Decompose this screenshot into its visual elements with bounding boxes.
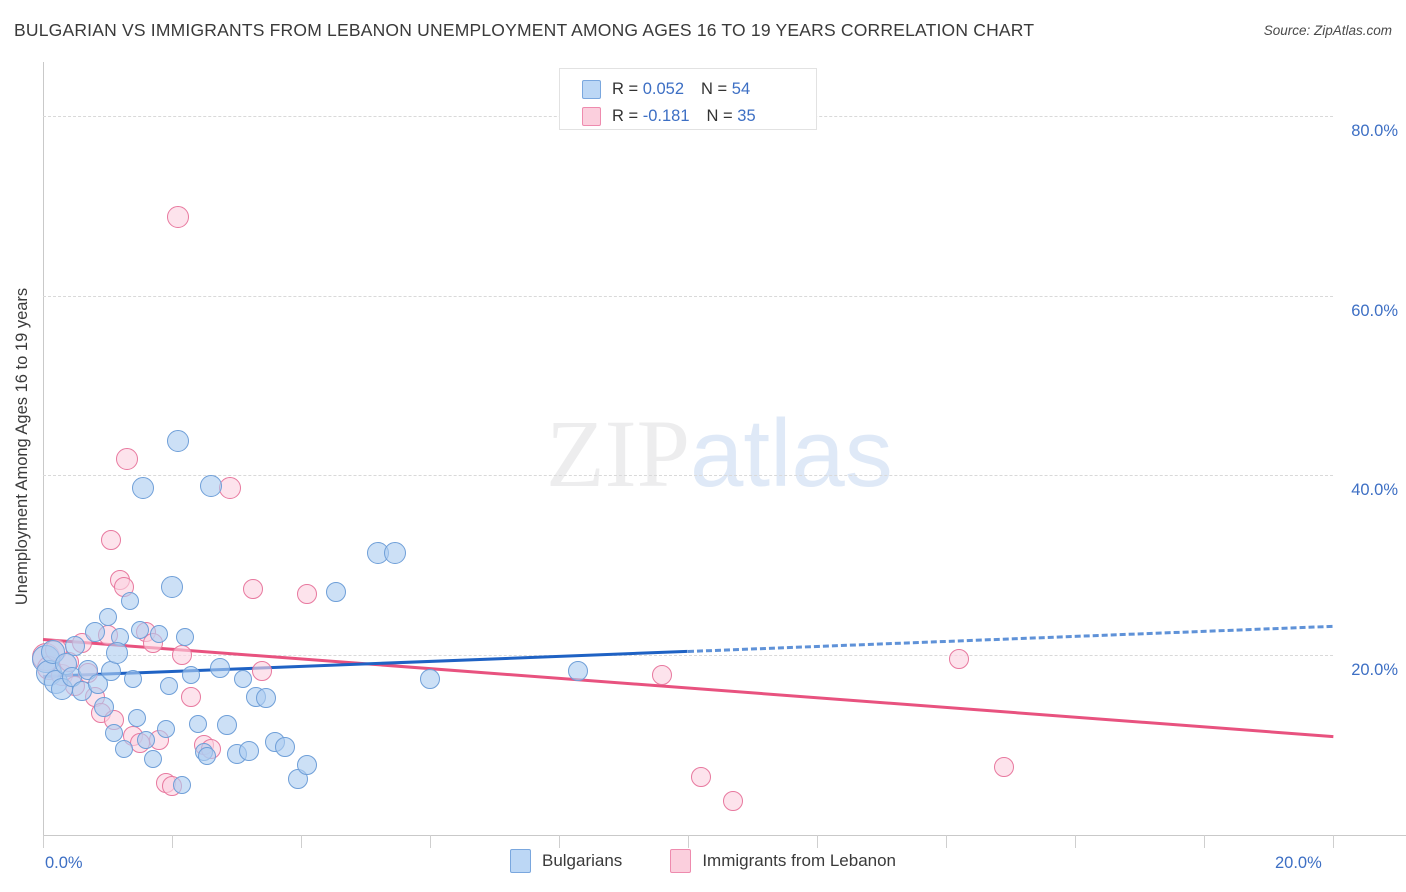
y-axis-title-text: Unemployment Among Ages 16 to 19 years xyxy=(13,287,32,605)
legend-item-lebanon[interactable]: Immigrants from Lebanon xyxy=(670,849,896,873)
x-axis-tick xyxy=(1075,835,1076,848)
data-point-bulgarians[interactable] xyxy=(106,642,129,665)
x-axis-tick xyxy=(817,835,818,848)
data-point-lebanon[interactable] xyxy=(690,767,711,788)
data-point-bulgarians[interactable] xyxy=(182,666,201,684)
legend-color-box-bulgarians xyxy=(509,849,531,873)
data-point-bulgarians[interactable] xyxy=(568,661,589,682)
data-point-bulgarians[interactable] xyxy=(274,736,295,757)
data-point-bulgarians[interactable] xyxy=(172,775,191,794)
data-point-bulgarians[interactable] xyxy=(94,697,115,718)
data-point-lebanon[interactable] xyxy=(167,205,190,228)
data-point-lebanon[interactable] xyxy=(181,686,202,707)
n-value-bulgarians: 54 xyxy=(731,80,751,98)
data-point-bulgarians[interactable] xyxy=(65,636,86,657)
data-point-lebanon[interactable] xyxy=(100,530,121,551)
data-point-bulgarians[interactable] xyxy=(100,661,121,682)
r-value-lebanon: -0.181 xyxy=(642,107,690,125)
data-point-bulgarians[interactable] xyxy=(210,657,231,678)
x-axis-tick xyxy=(43,835,44,848)
stats-text-lebanon: R = -0.181 N = 35 xyxy=(612,107,756,125)
data-point-bulgarians[interactable] xyxy=(161,575,183,598)
source-attribution: Source: ZipAtlas.com xyxy=(1263,23,1392,38)
trendline-bulgarians-extrapolated xyxy=(687,624,1334,654)
y-axis-tick-label: 40.0% xyxy=(1351,481,1398,500)
data-point-bulgarians[interactable] xyxy=(130,621,149,640)
data-point-bulgarians[interactable] xyxy=(188,714,207,733)
data-point-bulgarians[interactable] xyxy=(255,688,276,709)
n-value-lebanon: 35 xyxy=(737,107,756,125)
data-point-bulgarians[interactable] xyxy=(420,668,440,689)
series-legend: Bulgarians Immigrants from Lebanon xyxy=(0,849,1406,873)
data-point-bulgarians[interactable] xyxy=(156,719,175,738)
data-point-bulgarians[interactable] xyxy=(131,477,154,500)
data-point-lebanon[interactable] xyxy=(994,756,1015,777)
data-point-bulgarians[interactable] xyxy=(87,673,108,694)
data-point-bulgarians[interactable] xyxy=(114,739,133,758)
x-axis-tick xyxy=(1204,835,1205,848)
data-point-bulgarians[interactable] xyxy=(167,430,190,453)
legend-item-bulgarians[interactable]: Bulgarians xyxy=(509,849,623,873)
data-point-bulgarians[interactable] xyxy=(233,669,252,688)
data-point-lebanon[interactable] xyxy=(219,477,242,500)
data-point-lebanon[interactable] xyxy=(948,648,969,669)
x-axis-line xyxy=(43,835,1406,836)
data-point-lebanon[interactable] xyxy=(115,448,138,471)
y-axis-title: Unemployment Among Ages 16 to 19 years xyxy=(8,0,38,892)
r-value-bulgarians: 0.052 xyxy=(642,80,685,98)
legend-swatch-bulgarians xyxy=(582,80,601,99)
data-point-bulgarians[interactable] xyxy=(199,475,222,498)
stats-row-bulgarians: R = 0.052 N = 54 xyxy=(582,76,816,103)
data-point-bulgarians[interactable] xyxy=(84,621,105,642)
stats-row-lebanon: R = -0.181 N = 35 xyxy=(582,103,816,130)
x-axis-tick xyxy=(301,835,302,848)
x-axis-tick xyxy=(430,835,431,848)
x-axis-tick xyxy=(559,835,560,848)
gridline-y xyxy=(43,475,1333,477)
data-point-lebanon[interactable] xyxy=(652,665,673,685)
stats-text-bulgarians: R = 0.052 N = 54 xyxy=(612,80,751,98)
y-axis-line xyxy=(43,62,44,835)
data-point-bulgarians[interactable] xyxy=(121,592,140,611)
data-point-bulgarians[interactable] xyxy=(104,723,123,742)
legend-swatch-lebanon xyxy=(582,107,601,126)
data-point-lebanon[interactable] xyxy=(723,790,744,811)
x-axis-tick xyxy=(1333,835,1334,848)
y-axis-tick-label: 80.0% xyxy=(1351,121,1398,140)
data-point-bulgarians[interactable] xyxy=(124,669,143,688)
data-point-lebanon[interactable] xyxy=(242,578,263,599)
legend-color-box-lebanon xyxy=(670,849,692,873)
data-point-bulgarians[interactable] xyxy=(98,608,117,627)
data-point-bulgarians[interactable] xyxy=(383,541,406,564)
data-point-bulgarians[interactable] xyxy=(150,624,169,643)
data-point-bulgarians[interactable] xyxy=(216,715,237,736)
x-axis-tick xyxy=(688,835,689,848)
data-point-bulgarians[interactable] xyxy=(297,754,318,775)
x-axis-tick-label-max: 20.0% xyxy=(1275,854,1322,872)
data-point-lebanon[interactable] xyxy=(297,584,318,605)
gridline-y xyxy=(43,655,1333,657)
data-point-bulgarians[interactable] xyxy=(127,709,146,728)
x-axis-tick-label-min: 0.0% xyxy=(45,854,83,872)
data-point-lebanon[interactable] xyxy=(252,661,273,682)
legend-label-lebanon: Immigrants from Lebanon xyxy=(702,851,897,870)
data-point-bulgarians[interactable] xyxy=(159,676,178,695)
data-point-bulgarians[interactable] xyxy=(198,746,217,765)
gridline-y xyxy=(43,295,1333,297)
x-axis-tick xyxy=(172,835,173,848)
correlation-stats-legend: R = 0.052 N = 54 R = -0.181 N = 35 xyxy=(559,68,817,130)
y-axis-tick-label: 60.0% xyxy=(1351,301,1398,320)
data-point-lebanon[interactable] xyxy=(171,645,192,666)
data-point-bulgarians[interactable] xyxy=(239,740,260,761)
y-axis-tick-label: 20.0% xyxy=(1351,661,1398,680)
data-point-bulgarians[interactable] xyxy=(326,582,347,603)
legend-label-bulgarians: Bulgarians xyxy=(541,851,623,870)
page-title: BULGARIAN VS IMMIGRANTS FROM LEBANON UNE… xyxy=(14,20,1035,40)
data-point-bulgarians[interactable] xyxy=(143,750,162,769)
data-point-bulgarians[interactable] xyxy=(175,628,194,647)
plot-area xyxy=(32,62,1334,835)
x-axis-tick xyxy=(946,835,947,848)
data-point-bulgarians[interactable] xyxy=(137,730,156,749)
